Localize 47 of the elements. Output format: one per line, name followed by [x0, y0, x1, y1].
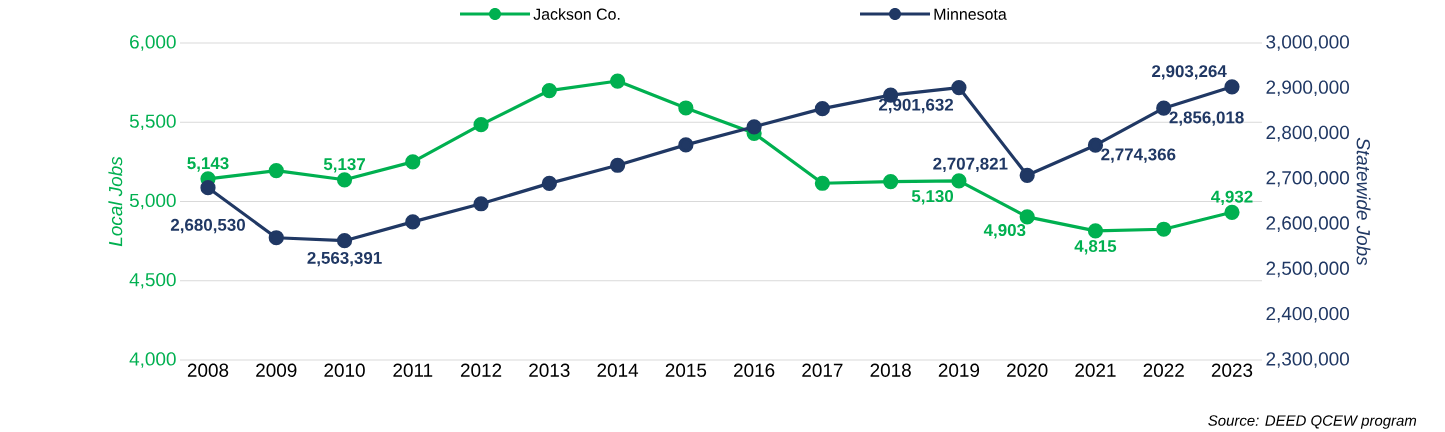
x-tick-label: 2020: [1007, 363, 1048, 377]
data-label: 4,903: [983, 224, 1026, 239]
source-note: Source: DEED QCEW program: [1208, 415, 1417, 429]
x-tick-label: 2019: [938, 363, 980, 377]
data-label: 2,856,018: [1169, 111, 1244, 126]
y2-tick-label: 2,600,000: [1266, 216, 1349, 232]
y2-axis-title: Statewide Jobs: [1356, 137, 1371, 266]
x-tick-label: 2015: [665, 363, 707, 377]
x-tick-label: 2018: [870, 363, 911, 377]
legend-label: Minnesota: [934, 8, 1007, 20]
x-tick-label: 2010: [324, 363, 365, 377]
y2-tick-label: 2,500,000: [1266, 261, 1349, 278]
x-tick-label: 2009: [256, 363, 297, 377]
y-tick-label: 5,000: [129, 193, 176, 210]
x-tick-label: 2012: [460, 363, 502, 377]
data-label: 2,563,391: [307, 251, 382, 267]
x-tick-label: 2016: [734, 363, 775, 377]
y2-tick-label: 2,900,000: [1266, 80, 1349, 97]
data-label: 2,903,264: [1152, 65, 1227, 80]
data-label: 2,901,632: [878, 98, 954, 114]
y2-tick-label: 2,800,000: [1266, 125, 1349, 142]
x-tick-label: 2017: [802, 363, 843, 377]
data-label: 4,815: [1074, 240, 1117, 255]
data-label: 2,680,530: [170, 218, 245, 234]
y2-tick-label: 2,400,000: [1266, 306, 1349, 323]
x-tick-label: 2011: [393, 363, 433, 377]
y-tick-label: 5,500: [129, 114, 176, 131]
y2-tick-label: 3,000,000: [1266, 35, 1349, 51]
y-axis-title: Local Jobs: [108, 156, 123, 247]
x-tick-label: 2021: [1075, 363, 1116, 377]
data-label: 4,932: [1211, 190, 1253, 206]
data-label: 2,774,366: [1101, 148, 1176, 163]
x-tick-label: 2014: [597, 363, 639, 377]
y-tick-label: 6,000: [130, 35, 176, 51]
x-tick-label: 2022: [1143, 363, 1184, 377]
x-tick-label: 2008: [187, 363, 229, 377]
x-tick-label: 2013: [529, 363, 570, 377]
x-tick-label: 2023: [1211, 363, 1253, 377]
y2-tick-label: 2,700,000: [1266, 171, 1349, 187]
data-label: 2,707,821: [933, 157, 1008, 173]
data-label: 5,130: [911, 190, 954, 205]
data-label: 5,143: [187, 157, 229, 172]
y-tick-label: 4,000: [129, 352, 176, 368]
data-label: 5,137: [323, 158, 365, 173]
legend-label: Jackson Co.: [533, 8, 620, 20]
y2-tick-label: 2,300,000: [1266, 352, 1349, 368]
y-tick-label: 4,500: [129, 272, 176, 289]
